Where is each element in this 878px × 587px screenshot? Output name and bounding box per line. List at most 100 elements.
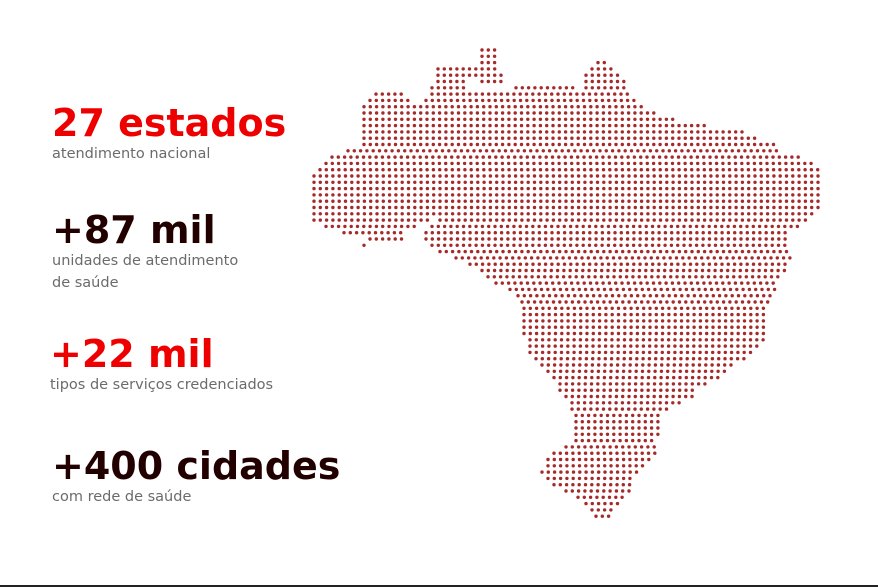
map-dot bbox=[613, 155, 618, 159]
map-dot bbox=[736, 312, 740, 317]
map-dot bbox=[683, 161, 687, 166]
map-dot bbox=[387, 130, 391, 134]
map-dot bbox=[552, 363, 557, 367]
map-dot bbox=[690, 375, 695, 380]
map-dot bbox=[485, 256, 490, 260]
map-dot bbox=[506, 237, 510, 241]
map-dot bbox=[743, 294, 747, 298]
map-dot bbox=[589, 142, 593, 147]
map-dot bbox=[555, 275, 559, 279]
map-dot bbox=[540, 357, 544, 361]
map-dot bbox=[362, 224, 366, 229]
map-dot bbox=[633, 174, 637, 178]
map-dot bbox=[614, 123, 618, 128]
map-dot bbox=[337, 168, 341, 172]
map-dot bbox=[752, 281, 756, 285]
map-dot bbox=[688, 268, 692, 273]
map-dot bbox=[673, 149, 678, 153]
map-dot bbox=[381, 111, 385, 115]
map-dot bbox=[634, 363, 639, 367]
map-dot bbox=[406, 224, 410, 229]
map-dot bbox=[765, 249, 770, 254]
map-dot bbox=[664, 401, 669, 405]
map-dot bbox=[539, 205, 543, 210]
map-dot bbox=[424, 231, 428, 235]
map-dot bbox=[580, 438, 584, 443]
map-dot bbox=[541, 149, 545, 153]
map-dot bbox=[707, 268, 711, 273]
map-dot bbox=[703, 300, 707, 304]
map-dot bbox=[623, 325, 627, 329]
map-dot bbox=[557, 161, 561, 166]
map-dot bbox=[569, 98, 573, 103]
map-dot bbox=[679, 350, 683, 355]
map-dot bbox=[696, 142, 700, 147]
map-dot bbox=[718, 256, 723, 260]
map-dot bbox=[744, 256, 748, 260]
map-dot bbox=[643, 413, 647, 418]
map-dot bbox=[493, 262, 497, 266]
map-dot bbox=[622, 470, 626, 474]
map-dot bbox=[631, 413, 635, 418]
map-dot bbox=[797, 205, 801, 210]
map-dot bbox=[648, 325, 652, 329]
map-dot bbox=[614, 161, 618, 166]
map-dot bbox=[609, 363, 613, 367]
map-dot bbox=[564, 375, 569, 380]
map-dot bbox=[677, 212, 682, 216]
map-dot bbox=[590, 287, 594, 292]
map-dot bbox=[526, 300, 530, 304]
map-dot bbox=[684, 300, 688, 304]
map-dot bbox=[532, 123, 536, 128]
map-dot bbox=[615, 382, 619, 386]
map-dot bbox=[444, 205, 448, 210]
map-dot bbox=[753, 180, 757, 184]
map-dot bbox=[597, 470, 601, 474]
map-dot bbox=[486, 54, 490, 58]
map-dot bbox=[375, 180, 379, 184]
map-dot bbox=[355, 224, 360, 229]
map-dot bbox=[658, 186, 663, 191]
map-dot bbox=[609, 79, 613, 84]
map-dot bbox=[739, 224, 743, 229]
map-dot bbox=[532, 161, 536, 166]
map-dot bbox=[318, 180, 322, 184]
map-dot bbox=[348, 231, 352, 235]
map-dot bbox=[545, 86, 550, 90]
map-dot bbox=[720, 262, 724, 266]
map-dot bbox=[692, 312, 696, 317]
map-dot bbox=[579, 325, 583, 329]
map-dot bbox=[469, 168, 473, 172]
map-dot bbox=[606, 224, 611, 229]
map-dot bbox=[642, 149, 646, 153]
map-dot bbox=[709, 174, 713, 178]
map-dot bbox=[596, 86, 601, 90]
map-dot bbox=[507, 111, 511, 115]
map-dot bbox=[671, 388, 676, 392]
map-dot bbox=[688, 243, 692, 247]
map-dot bbox=[778, 168, 782, 172]
map-dot bbox=[678, 369, 682, 373]
map-dot bbox=[690, 212, 694, 216]
map-dot bbox=[627, 401, 631, 405]
map-dot bbox=[640, 464, 645, 468]
map-dot bbox=[677, 136, 681, 140]
map-dot bbox=[393, 92, 397, 96]
map-dot bbox=[702, 193, 707, 197]
map-dot bbox=[658, 205, 663, 210]
map-dot bbox=[545, 186, 549, 191]
map-dot bbox=[572, 312, 577, 317]
map-dot bbox=[633, 130, 637, 134]
map-dot bbox=[797, 174, 801, 178]
map-dot bbox=[545, 142, 549, 147]
map-dot bbox=[479, 256, 483, 260]
map-dot bbox=[456, 155, 460, 159]
map-dot bbox=[691, 369, 695, 373]
map-dot bbox=[728, 174, 732, 178]
map-dot bbox=[532, 111, 536, 115]
map-dot bbox=[626, 136, 631, 140]
map-dot bbox=[584, 476, 588, 481]
map-dot bbox=[480, 48, 484, 52]
map-dot bbox=[570, 205, 574, 210]
map-dot bbox=[381, 174, 385, 178]
